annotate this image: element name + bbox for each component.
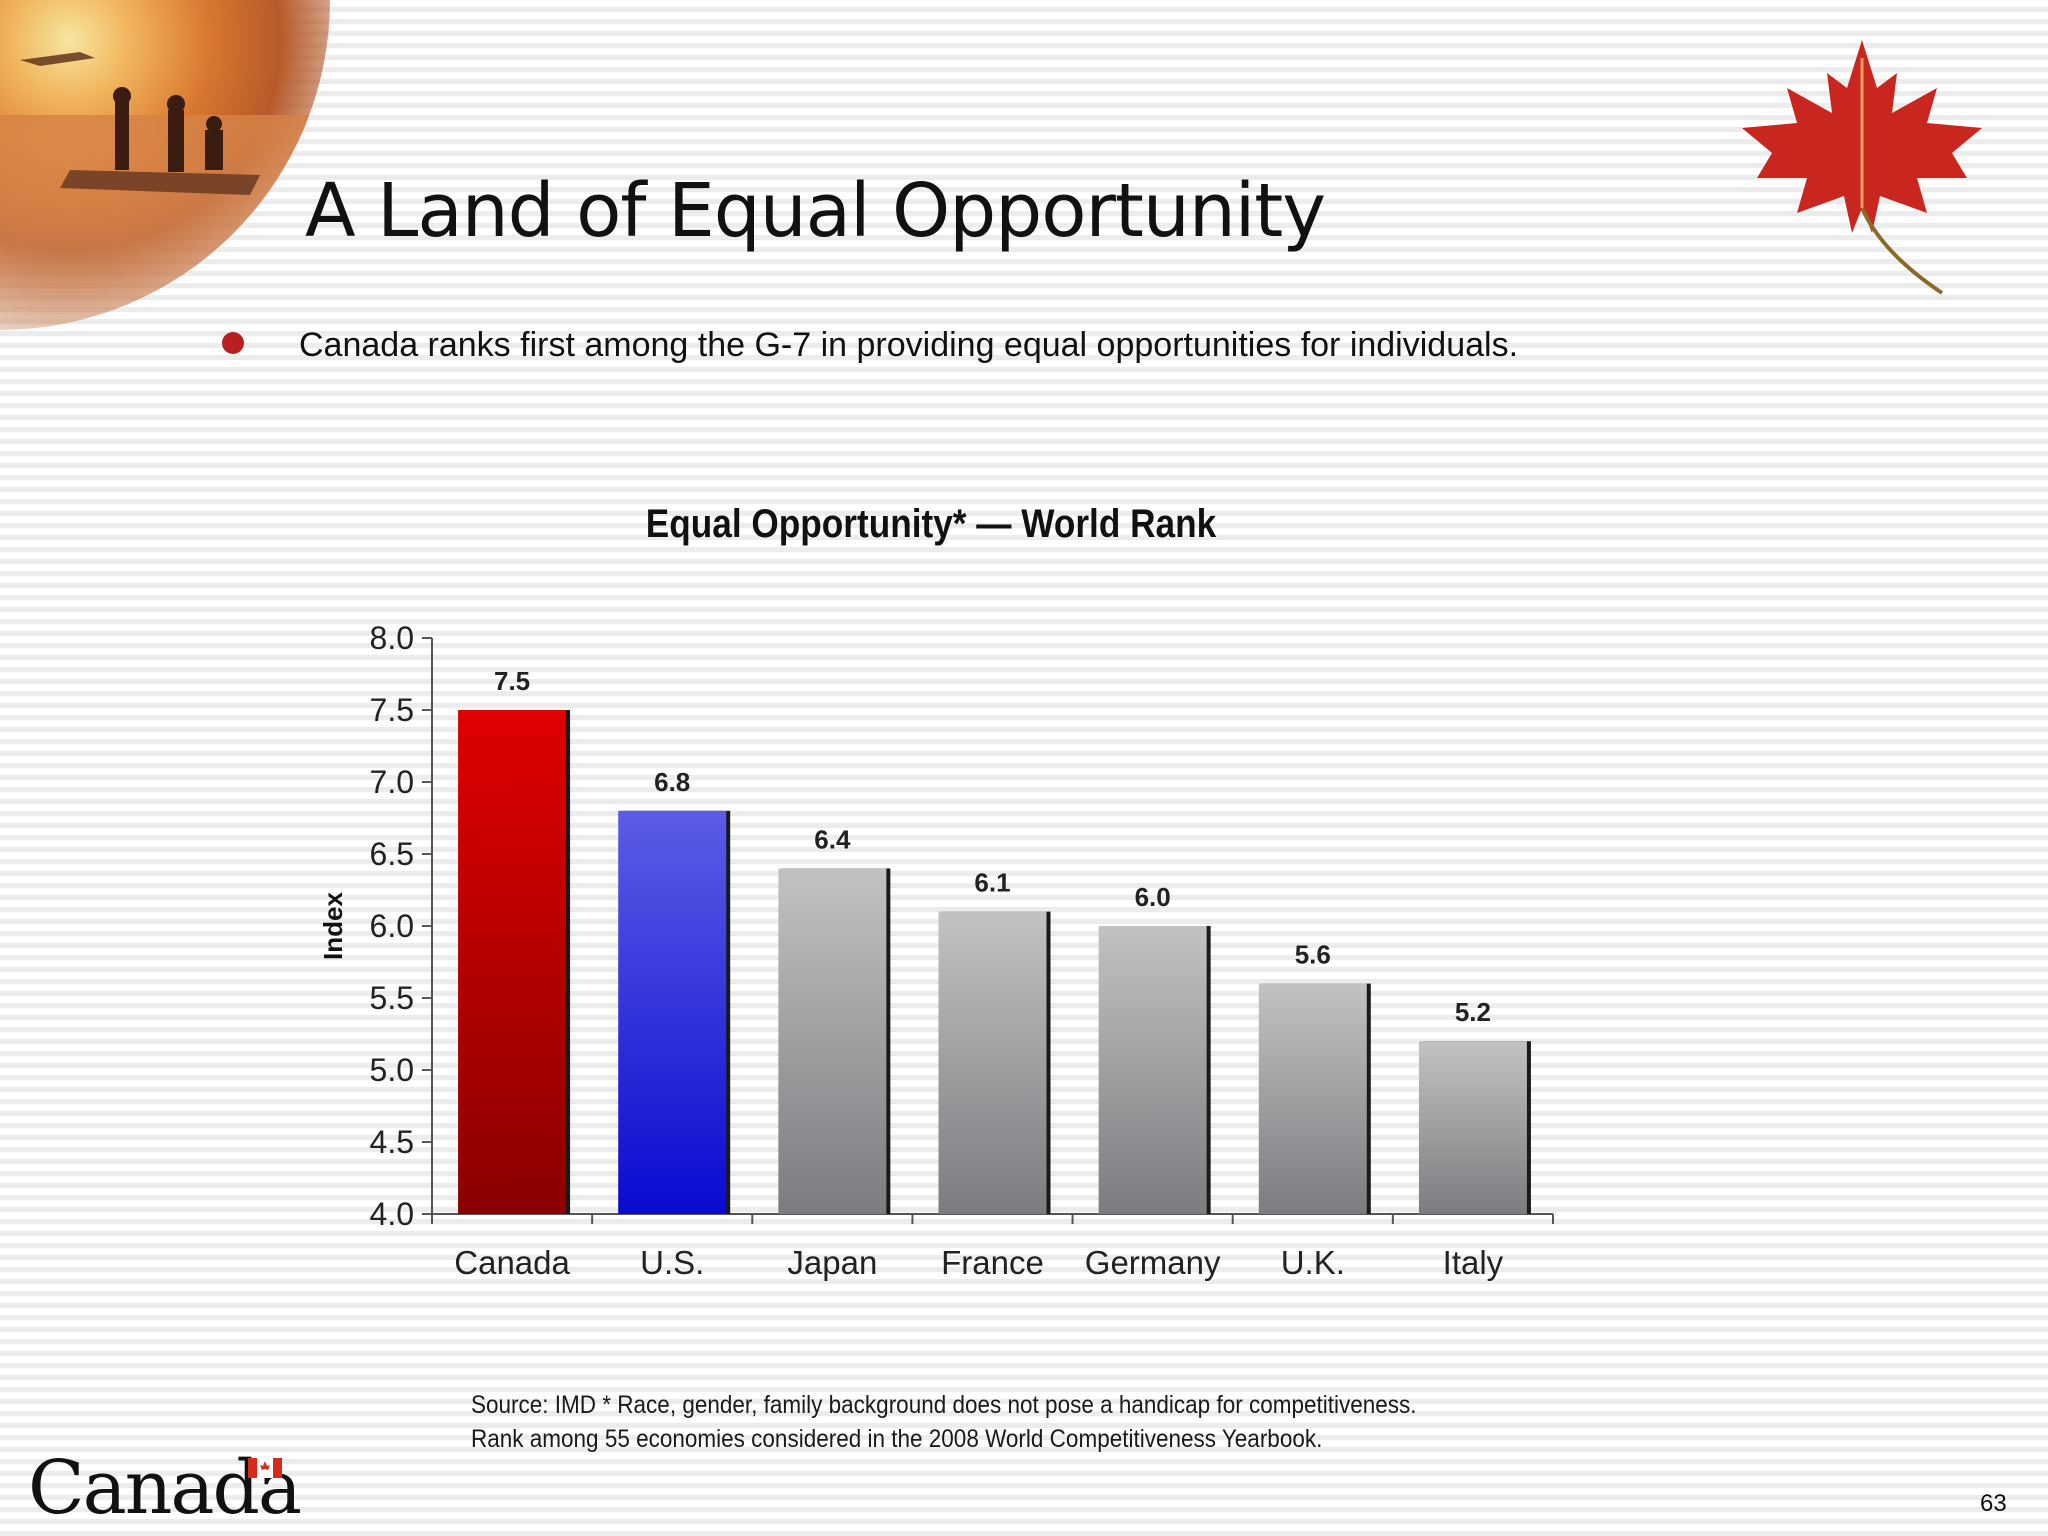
- bar-japan: [778, 868, 887, 1214]
- x-tick-label: France: [941, 1244, 1044, 1281]
- y-tick-label: 4.0: [370, 1196, 414, 1232]
- bar-canada: [458, 710, 567, 1214]
- y-tick-label: 6.0: [370, 908, 414, 944]
- x-tick-label: Germany: [1085, 1244, 1221, 1281]
- x-tick-label: U.K.: [1281, 1244, 1345, 1281]
- y-tick-label: 5.0: [370, 1052, 414, 1088]
- x-tick-label: Italy: [1443, 1244, 1504, 1281]
- data-label: 6.1: [974, 868, 1010, 898]
- y-axis-label: Index: [318, 892, 348, 960]
- slide-title: A Land of Equal Opportunity: [305, 168, 1326, 254]
- bar-chart: 8.0 7.5 7.0 6.5 6.0 5.5 5.0 4.5 4.0 Index 7.5 Cana…: [318, 620, 1554, 1281]
- landscape-photo: [0, 0, 330, 330]
- y-tick-label: 6.5: [370, 836, 414, 872]
- maple-leaf-icon: [1742, 40, 1982, 295]
- bar-us: [618, 810, 727, 1214]
- x-tick-label: Canada: [454, 1244, 570, 1281]
- dock-silhouette: [20, 52, 260, 195]
- y-tick-label: 5.5: [370, 980, 414, 1016]
- bar-uk: [1258, 983, 1367, 1214]
- data-label: 6.4: [814, 824, 851, 854]
- data-label: 7.5: [494, 666, 530, 696]
- page-number: 63: [1980, 1490, 2007, 1517]
- bar-germany: [1098, 926, 1207, 1214]
- y-tick-label: 8.0: [370, 620, 414, 656]
- source-line-2: Rank among 55 economies considered in th…: [471, 1425, 1323, 1453]
- data-label: 5.6: [1295, 940, 1331, 970]
- chart-title: Equal Opportunity* — World Rank: [645, 502, 1217, 546]
- bar-france: [938, 911, 1047, 1214]
- bullet-text: Canada ranks first among the G-7 in prov…: [299, 326, 1519, 364]
- y-tick-label: 7.0: [370, 764, 414, 800]
- source-line-1: Source: IMD * Race, gender, family backg…: [471, 1391, 1417, 1419]
- canadian-flag-icon: [248, 1458, 282, 1478]
- y-tick-label: 4.5: [370, 1124, 414, 1160]
- x-tick-label: U.S.: [640, 1244, 704, 1281]
- source-note: Source: IMD * Race, gender, family backg…: [471, 1388, 1417, 1456]
- data-label: 6.0: [1135, 882, 1171, 912]
- x-tick-label: Japan: [787, 1244, 877, 1281]
- data-label: 6.8: [654, 767, 690, 797]
- lake-reflection: [0, 115, 330, 330]
- bar-italy: [1418, 1041, 1527, 1214]
- data-label: 5.2: [1455, 997, 1491, 1027]
- bullet-icon: [222, 332, 244, 354]
- y-tick-label: 7.5: [370, 692, 414, 728]
